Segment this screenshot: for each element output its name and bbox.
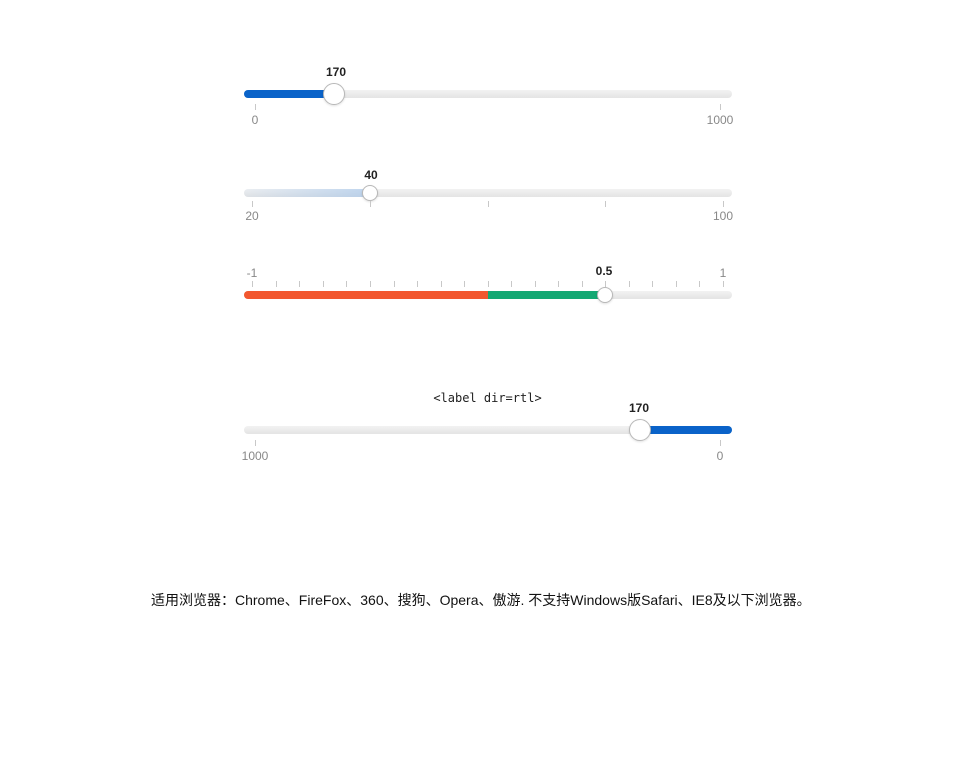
tick-mark bbox=[276, 281, 277, 287]
tick-mark bbox=[699, 281, 700, 287]
slider-fill bbox=[640, 426, 732, 434]
tick-mark bbox=[323, 281, 324, 287]
slider-track[interactable] bbox=[244, 189, 732, 197]
tick-mark bbox=[605, 201, 606, 207]
tick-mark bbox=[255, 104, 256, 110]
tick-mark bbox=[252, 201, 253, 207]
tick-mark bbox=[511, 281, 512, 287]
slider-value-label: 0.5 bbox=[595, 264, 613, 278]
slider-fill-negative bbox=[244, 291, 488, 299]
tick-label-max: 1 bbox=[719, 266, 727, 280]
slider-fill bbox=[244, 189, 370, 197]
tick-mark bbox=[652, 281, 653, 287]
slider-thumb[interactable] bbox=[362, 185, 378, 201]
slider-range-minus1-1[interactable]: -1 1 0.5 bbox=[244, 262, 732, 322]
tick-mark bbox=[676, 281, 677, 287]
tick-mark bbox=[441, 281, 442, 287]
tick-label-min: 0 bbox=[716, 449, 724, 463]
slider-fill bbox=[244, 90, 336, 98]
browser-support-note: 适用浏览器：Chrome、FireFox、360、搜狗、Opera、傲游. 不支… bbox=[151, 592, 811, 608]
tick-label-max: 1000 bbox=[706, 113, 734, 127]
tick-mark bbox=[464, 281, 465, 287]
slider-thumb[interactable] bbox=[323, 83, 345, 105]
slider-range-20-100[interactable]: 40 20 100 bbox=[244, 168, 734, 228]
tick-mark bbox=[346, 281, 347, 287]
slider-track[interactable] bbox=[244, 426, 732, 434]
tick-mark bbox=[252, 281, 253, 287]
tick-mark bbox=[723, 281, 724, 287]
tick-mark bbox=[488, 201, 489, 207]
slider-value-label: 170 bbox=[628, 401, 650, 415]
tick-label-max: 100 bbox=[712, 209, 734, 223]
tick-mark bbox=[370, 201, 371, 207]
tick-mark bbox=[370, 281, 371, 287]
tick-mark bbox=[394, 281, 395, 287]
slider-thumb[interactable] bbox=[597, 287, 613, 303]
tick-mark bbox=[299, 281, 300, 287]
slider-track[interactable] bbox=[244, 291, 732, 299]
slider-range-rtl[interactable]: 170 1000 0 bbox=[241, 400, 732, 463]
tick-mark bbox=[535, 281, 536, 287]
tick-mark bbox=[582, 281, 583, 287]
tick-mark bbox=[720, 440, 721, 446]
slider-range-0-1000[interactable]: 170 0 1000 bbox=[244, 64, 734, 127]
tick-mark bbox=[417, 281, 418, 287]
tick-label-max: 1000 bbox=[241, 449, 269, 463]
tick-mark bbox=[720, 104, 721, 110]
tick-mark bbox=[255, 440, 256, 446]
tick-mark bbox=[629, 281, 630, 287]
slider-value-label: 40 bbox=[364, 168, 378, 182]
rtl-caption: <label dir=rtl> bbox=[433, 391, 542, 405]
slider-thumb[interactable] bbox=[629, 419, 651, 441]
slider-value-label: 170 bbox=[325, 65, 347, 79]
tick-mark bbox=[723, 201, 724, 207]
tick-mark bbox=[558, 281, 559, 287]
tick-mark bbox=[488, 281, 489, 287]
tick-mark bbox=[605, 281, 606, 287]
tick-label-min: -1 bbox=[246, 266, 258, 280]
tick-label-min: 0 bbox=[251, 113, 259, 127]
slider-fill-positive bbox=[488, 291, 605, 299]
tick-label-min: 20 bbox=[245, 209, 259, 223]
slider-track[interactable] bbox=[244, 90, 732, 98]
